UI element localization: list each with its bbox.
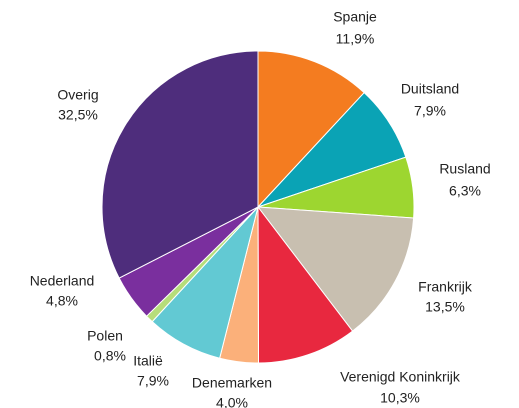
pie-slice xyxy=(101,50,259,279)
slice-label: Duitsland xyxy=(401,81,459,97)
slice-label: Frankrijk xyxy=(418,279,473,295)
pie-slice xyxy=(257,50,365,209)
slice-value-label: 10,3% xyxy=(380,390,420,406)
slice-label: Denemarken xyxy=(192,375,272,391)
pie-slice xyxy=(257,205,354,364)
slice-label: Verenigd Koninkrijk xyxy=(340,369,461,385)
slice-label: Polen xyxy=(87,328,123,344)
slice-label: Spanje xyxy=(333,9,377,25)
slice-value-label: 7,9% xyxy=(137,373,169,389)
pie-slice xyxy=(256,206,415,332)
slice-label: Italië xyxy=(133,353,163,369)
slice-value-label: 0,8% xyxy=(94,348,126,364)
slice-value-label: 11,9% xyxy=(336,31,375,47)
slice-value-label: 7,9% xyxy=(414,103,446,119)
slice-label: Overig xyxy=(57,87,98,103)
slice-value-label: 13,5% xyxy=(425,299,465,315)
slice-value-label: 32,5% xyxy=(58,107,98,123)
slice-value-label: 6,3% xyxy=(449,183,481,199)
slice-label: Rusland xyxy=(439,161,490,177)
slice-label: Nederland xyxy=(30,273,95,289)
slice-value-label: 4,0% xyxy=(216,395,248,408)
slice-value-label: 4,8% xyxy=(46,293,78,309)
